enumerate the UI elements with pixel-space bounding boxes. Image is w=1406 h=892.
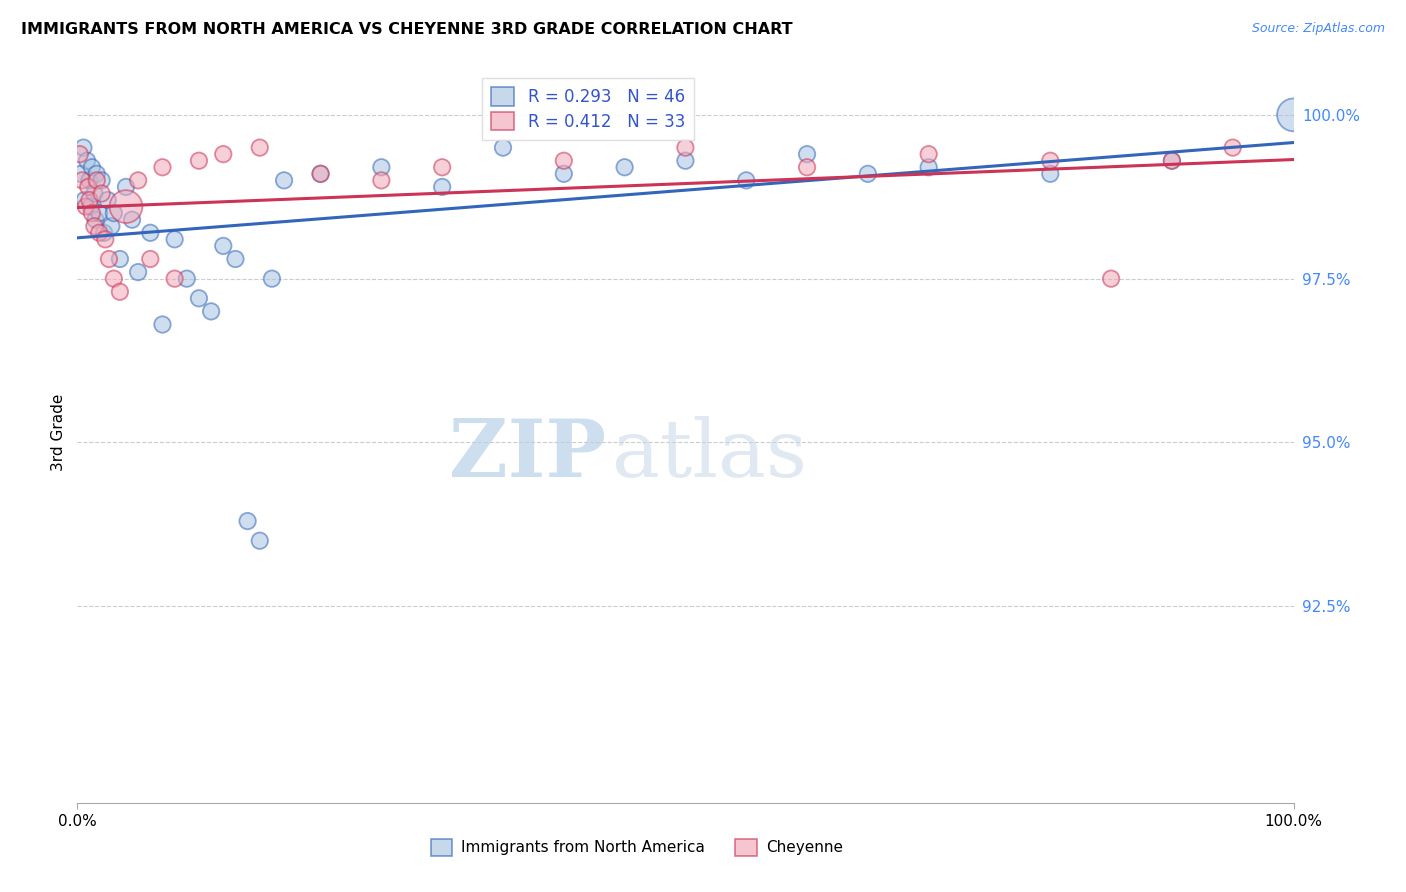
Point [1039,153,1062,168]
Point [83,186,105,201]
Point [80,200,103,214]
Point [70,173,93,187]
Point [188,291,211,305]
Point [108,252,131,266]
Point [100,219,122,234]
Point [260,271,283,285]
Point [103,271,125,285]
Point [918,161,941,175]
Point [613,161,636,175]
Point [856,167,879,181]
Point [1222,140,1244,154]
Point [309,167,332,181]
Text: ZIP: ZIP [450,416,606,494]
Point [796,161,818,175]
Point [83,219,105,234]
Point [796,147,818,161]
Point [152,161,174,175]
Y-axis label: 3rd Grade: 3rd Grade [51,394,66,471]
Point [492,140,515,154]
Point [553,153,575,168]
Point [309,167,332,181]
Point [127,265,149,279]
Point [121,212,143,227]
Point [1161,153,1184,168]
Point [370,173,392,187]
Point [79,193,101,207]
Point [103,206,125,220]
Legend: Immigrants from North America, Cheyenne: Immigrants from North America, Cheyenne [425,833,849,862]
Point [115,180,138,194]
Point [89,226,111,240]
Point [86,167,108,181]
Point [115,200,138,214]
Point [139,252,162,266]
Point [430,161,453,175]
Point [90,186,112,201]
Point [212,147,235,161]
Point [1282,108,1305,122]
Point [176,271,198,285]
Point [370,161,392,175]
Point [163,271,186,285]
Point [93,226,115,240]
Point [80,161,103,175]
Point [79,173,101,187]
Point [139,226,162,240]
Point [163,232,186,246]
Point [675,153,697,168]
Point [73,193,96,207]
Point [224,252,246,266]
Point [80,206,103,220]
Point [200,304,222,318]
Point [430,180,453,194]
Point [94,232,117,246]
Point [75,200,97,214]
Point [127,173,149,187]
Point [152,318,174,332]
Point [675,140,697,154]
Point [236,514,259,528]
Point [72,140,94,154]
Point [90,173,112,187]
Point [1099,271,1122,285]
Point [1039,167,1062,181]
Text: atlas: atlas [613,416,807,494]
Point [249,533,271,548]
Point [918,147,941,161]
Point [84,212,107,227]
Point [212,239,235,253]
Point [86,173,108,187]
Point [89,206,111,220]
Point [69,147,91,161]
Text: IMMIGRANTS FROM NORTH AMERICA VS CHEYENNE 3RD GRADE CORRELATION CHART: IMMIGRANTS FROM NORTH AMERICA VS CHEYENN… [21,22,793,37]
Point [735,173,758,187]
Text: Source: ZipAtlas.com: Source: ZipAtlas.com [1251,22,1385,36]
Point [249,140,271,154]
Point [77,180,100,194]
Point [553,167,575,181]
Point [1161,153,1184,168]
Point [76,153,98,168]
Point [273,173,295,187]
Point [97,252,120,266]
Point [70,167,93,181]
Point [97,193,120,207]
Point [108,285,131,299]
Point [188,153,211,168]
